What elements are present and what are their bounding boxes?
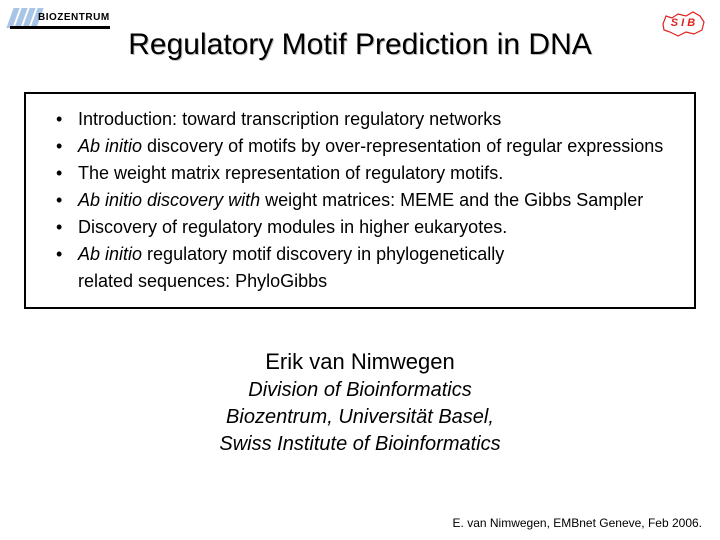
outline-item: The weight matrix representation of regu…: [34, 160, 686, 187]
author-name: Erik van Nimwegen: [0, 347, 720, 377]
author-block: Erik van Nimwegen Division of Bioinforma…: [0, 347, 720, 458]
outline-item: Ab initio discovery of motifs by over-re…: [34, 133, 686, 160]
author-affiliation: Division of Bioinformatics: [0, 377, 720, 404]
author-affiliation: Biozentrum, Universität Basel,: [0, 404, 720, 431]
biozentrum-logo: BIOZENTRUM: [10, 8, 110, 38]
outline-item: Discovery of regulatory modules in highe…: [34, 214, 686, 241]
footer-note: E. van Nimwegen, EMBnet Geneve, Feb 2006…: [453, 516, 702, 530]
logo-underline: [10, 26, 110, 29]
logo-left-text: BIOZENTRUM: [38, 12, 110, 23]
author-affiliation: Swiss Institute of Bioinformatics: [0, 431, 720, 458]
outline-box: Introduction: toward transcription regul…: [24, 92, 696, 309]
outline-item: Ab initio regulatory motif discovery in …: [34, 241, 686, 295]
outline-list: Introduction: toward transcription regul…: [34, 106, 686, 295]
outline-item: Ab initio discovery with weight matrices…: [34, 187, 686, 214]
outline-item: Introduction: toward transcription regul…: [34, 106, 686, 133]
sib-logo: S I B: [658, 6, 708, 40]
logo-stripes-icon: [10, 8, 40, 28]
sib-logo-text: S I B: [671, 17, 696, 29]
